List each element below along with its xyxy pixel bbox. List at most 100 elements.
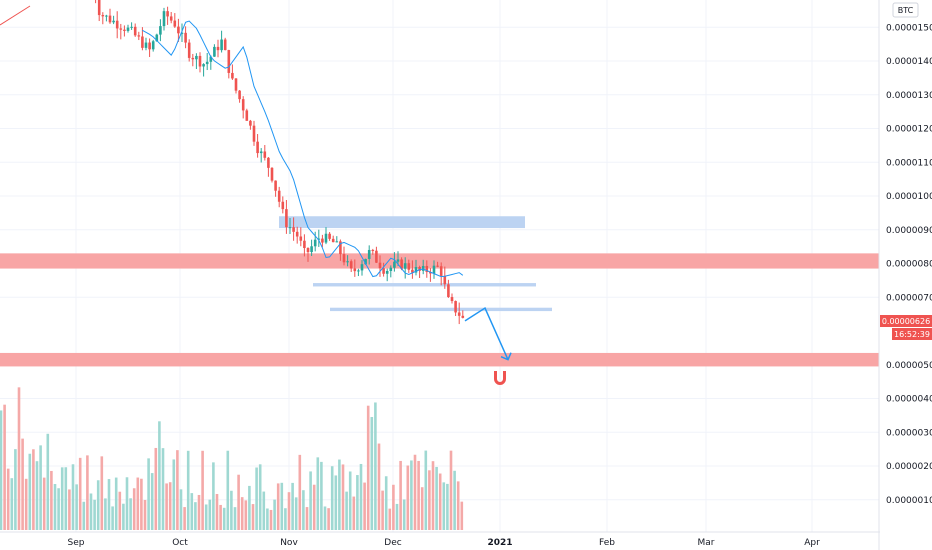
candle-body [263,151,267,158]
volume-bar [24,478,28,530]
candle-body [169,16,173,21]
candle-body [288,227,292,229]
candle-body [393,261,396,268]
volume-bar [233,507,237,530]
volume-bar [273,499,276,530]
candle-body [173,20,177,27]
candle-body [227,50,231,73]
candle-body [155,34,159,42]
candle-body [191,57,195,60]
volume-bar [424,450,428,530]
volume-bar [251,504,255,530]
candle-body [450,297,454,302]
volume-bar [46,433,50,530]
candle-body [353,268,357,272]
candle-body [252,125,256,142]
candle-body [382,268,385,274]
currency-badge[interactable]: BTC [892,2,919,18]
candle-body [367,249,371,259]
volume-bar [50,470,53,530]
projection-arrow [464,306,509,360]
candle-body [231,72,234,79]
volume-bar [460,501,464,530]
candle-body [159,26,162,35]
volume-bar [154,447,158,530]
candle-body [259,151,263,154]
candle-body [342,254,346,263]
candle-body [216,46,220,51]
volume-bar [35,461,39,530]
volume-bar [402,499,406,530]
volume-bar [395,503,399,530]
volume-bar [356,475,359,530]
volume-bar [53,484,57,530]
volume-bar [64,467,68,530]
candle-body [411,269,414,273]
volume-bar [248,485,251,530]
volume-bar [17,387,21,530]
volume-bar [183,507,186,530]
volume-bar [240,497,244,530]
volume-bar [262,491,266,530]
volume-bar [309,471,312,530]
time-tick-label: Nov [280,538,298,548]
candle-body [144,42,148,48]
volume-bar [370,417,374,530]
volume-bar [276,483,280,530]
candle-body [349,261,353,269]
volume-bar [204,504,208,530]
magnet-icon[interactable] [494,371,506,385]
time-tick-label: Feb [599,538,615,548]
axis-corner [880,533,932,550]
volume-bar [287,492,291,530]
candle-body [270,167,274,181]
support-zone [279,216,525,229]
candle-body [418,267,421,271]
time-tick-label: 2021 [487,538,512,548]
candle-body [295,231,299,237]
volume-bar [89,493,93,530]
volume-bar [442,482,446,530]
time-axis[interactable]: Sep Oct Nov Dec 2021 Feb Mar Apr [68,538,821,548]
volume-bar [449,450,453,530]
volume-bar [302,490,305,530]
volume-bar [201,450,204,530]
volume-bar [269,509,273,530]
volume-bar [438,473,442,530]
candle-body [148,42,151,50]
volume-bar [208,499,212,530]
candle-body [223,39,227,51]
volume-bar [323,506,327,530]
candle-body [385,270,389,274]
volume-bar [305,507,309,530]
candle-body [339,241,342,255]
candle-body [285,209,288,228]
volume-bar [446,483,449,530]
candle-body [346,261,349,263]
candle-body [205,61,209,65]
candle-body [213,46,216,57]
volume-bar [417,460,420,530]
candle-body [137,35,141,37]
volume-bar [57,488,60,530]
volume-bar [258,464,262,530]
candle-body [105,15,108,17]
volume-bar [359,463,363,530]
volume-bar [158,421,161,530]
time-tick-label: Oct [172,538,188,548]
candle-body [119,28,123,30]
volume-bar [140,478,143,530]
volume-bar [75,484,78,530]
volume-bar [363,482,366,530]
volume-bar [172,459,176,530]
volume-bar [0,410,3,530]
candle-body [371,249,375,251]
